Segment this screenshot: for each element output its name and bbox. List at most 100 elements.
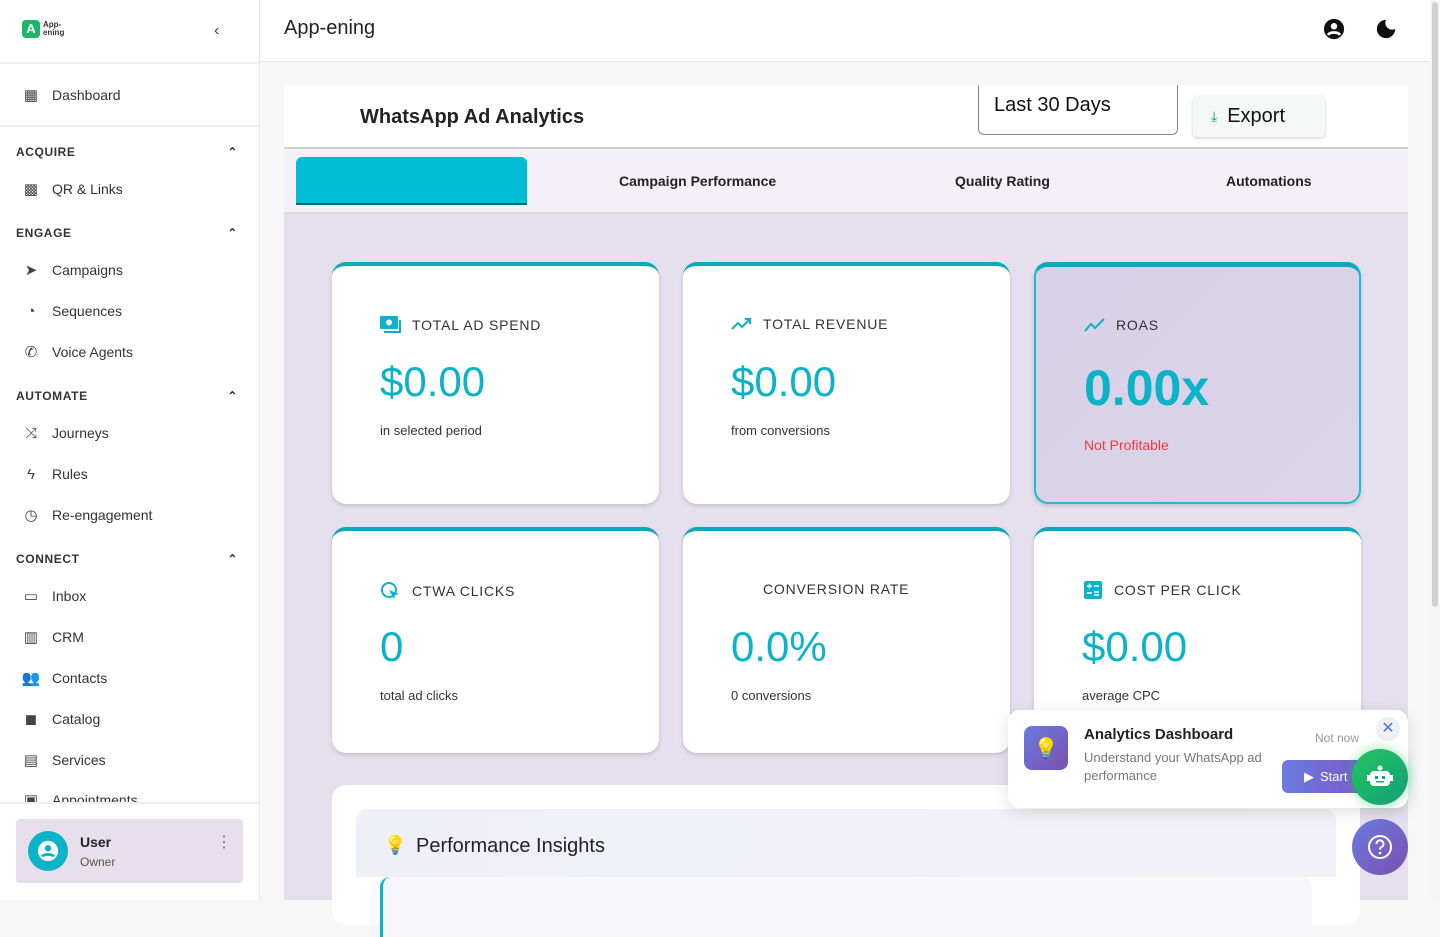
payments-icon xyxy=(380,316,401,333)
shopping-bag-icon: ◼ xyxy=(24,711,38,728)
page-header-card: WhatsApp Ad Analytics Last 30 Days ⤓ Expo… xyxy=(284,85,1408,149)
card-value: 0.0% xyxy=(731,623,827,670)
sidebar-item-qr-links[interactable]: ▩ QR & Links xyxy=(0,171,259,207)
tab-overview[interactable] xyxy=(296,157,527,205)
section-label: ENGAGE xyxy=(16,226,72,240)
divider xyxy=(0,125,259,127)
logo[interactable]: A App-ening xyxy=(22,20,64,38)
user-menu[interactable]: User Owner ⋮ xyxy=(16,819,243,883)
popup-body: Understand your WhatsApp ad performance xyxy=(1084,750,1262,783)
stat-card-conversion-rate: CONVERSION RATE 0.0% 0 conversions xyxy=(683,527,1010,753)
sidebar-item-label: Rules xyxy=(52,466,88,482)
tab-campaign-performance[interactable]: Campaign Performance xyxy=(619,173,777,189)
card-label: TOTAL REVENUE xyxy=(763,316,889,332)
tab-quality-rating[interactable]: Quality Rating xyxy=(955,173,1050,189)
card-subtext: in selected period xyxy=(380,423,482,438)
more-vert-icon[interactable]: ⋮ xyxy=(216,834,232,851)
card-subtext: total ad clicks xyxy=(380,688,459,703)
sidebar-item-label: Campaigns xyxy=(52,262,123,278)
sidebar-item-appointments[interactable]: ▣ Appointments xyxy=(0,782,259,802)
ads-click-icon xyxy=(381,582,399,599)
collapse-sidebar-icon[interactable]: ‹ xyxy=(214,22,220,39)
sidebar-item-crm[interactable]: ▥ CRM xyxy=(0,619,259,655)
kanban-icon: ▥ xyxy=(23,629,39,646)
sidebar-item-contacts[interactable]: 👥 Contacts xyxy=(0,660,259,696)
trending-icon xyxy=(1084,318,1105,332)
sidebar-item-journeys[interactable]: ⤨ Journeys xyxy=(0,415,259,451)
section-automate[interactable]: AUTOMATE ⌃ xyxy=(16,389,238,403)
export-button[interactable]: ⤓ Export xyxy=(1193,96,1325,137)
section-label: CONNECT xyxy=(16,552,80,566)
card-value: $0.00 xyxy=(1082,623,1188,670)
route-icon: ⤨ xyxy=(24,424,37,442)
account-circle-icon[interactable] xyxy=(1323,18,1345,40)
inbox-icon: ▭ xyxy=(23,588,39,605)
sidebar-item-voice-agents[interactable]: ✆ Voice Agents xyxy=(0,334,259,370)
section-label: ACQUIRE xyxy=(16,145,76,159)
stat-card-ctwa-clicks: CTWA CLICKS 0 total ad clicks xyxy=(332,527,659,753)
chatbot-button[interactable] xyxy=(1352,749,1408,805)
send-icon: ➤ xyxy=(24,262,38,279)
phone-icon: ✆ xyxy=(24,344,38,361)
logo-text: App-ening xyxy=(43,20,65,37)
date-range-select[interactable]: Last 30 Days xyxy=(978,85,1178,135)
avatar xyxy=(28,831,68,871)
tour-popup: 💡 Analytics Dashboard Understand your Wh… xyxy=(1008,710,1408,808)
card-subtext: from conversions xyxy=(731,423,830,438)
card-label: ROAS xyxy=(1116,317,1159,333)
card-subtext: average CPC xyxy=(1082,688,1161,703)
dark-mode-icon[interactable] xyxy=(1375,18,1397,40)
section-acquire[interactable]: ACQUIRE ⌃ xyxy=(16,145,238,159)
help-button[interactable] xyxy=(1352,819,1408,875)
sidebar: A App-ening ‹ ▦ Dashboard ACQUIRE ⌃ ▩ QR & L… xyxy=(0,0,260,900)
not-now-button[interactable]: Not now xyxy=(1315,731,1360,745)
stat-card-roas: ROAS 0.00x Not Profitable xyxy=(1034,262,1361,504)
user-name: User xyxy=(80,834,112,850)
sidebar-item-label: Sequences xyxy=(52,303,123,319)
sidebar-item-label: Re-engagement xyxy=(52,507,153,523)
sequence-icon: ◔ xyxy=(26,302,36,320)
sidebar-item-label: Inbox xyxy=(52,588,87,604)
tab-automations[interactable]: Automations xyxy=(1226,173,1312,189)
section-engage[interactable]: ENGAGE ⌃ xyxy=(16,226,238,240)
sidebar-item-services[interactable]: ▤ Services xyxy=(0,742,259,778)
section-connect[interactable]: CONNECT ⌃ xyxy=(16,552,238,566)
divider xyxy=(0,802,259,804)
insight-item xyxy=(380,877,1312,937)
chevron-up-icon: ⌃ xyxy=(227,226,238,240)
download-icon: ⤓ xyxy=(1211,108,1218,124)
card-label: COST PER CLICK xyxy=(1114,582,1242,598)
sidebar-item-rules[interactable]: ϟ Rules xyxy=(0,456,259,492)
sidebar-item-label: Voice Agents xyxy=(52,344,133,360)
play-icon: ▶ xyxy=(1304,768,1314,784)
calculate-icon xyxy=(1084,581,1102,599)
chevron-up-icon: ⌃ xyxy=(227,389,238,403)
section-label: AUTOMATE xyxy=(16,389,88,403)
popup-title: Analytics Dashboard xyxy=(1084,726,1234,743)
start-label: Start xyxy=(1320,769,1348,784)
app-title: App-ening xyxy=(284,17,376,39)
sidebar-item-dashboard[interactable]: ▦ Dashboard xyxy=(0,77,259,113)
account-icon xyxy=(37,840,59,862)
close-icon[interactable]: ✕ xyxy=(1376,717,1400,741)
page-scrollbar[interactable] xyxy=(1430,0,1440,900)
card-value: 0 xyxy=(380,623,404,670)
sidebar-item-label: Contacts xyxy=(52,670,108,686)
user-role: Owner xyxy=(80,855,116,869)
sidebar-item-sequences[interactable]: ◔ Sequences xyxy=(0,293,259,329)
chevron-up-icon: ⌃ xyxy=(227,552,238,566)
help-icon xyxy=(1368,835,1392,859)
clip: ▣ Appointments xyxy=(0,780,259,802)
sidebar-item-re-engagement[interactable]: ◷ Re-engagement xyxy=(0,497,259,533)
people-icon: 👥 xyxy=(21,670,41,687)
bolt-icon: ϟ xyxy=(27,465,35,483)
sidebar-item-label: Catalog xyxy=(52,711,101,727)
card-status: Not Profitable xyxy=(1084,437,1169,453)
robot-icon xyxy=(1367,765,1393,786)
sidebar-item-catalog[interactable]: ◼ Catalog xyxy=(0,701,259,737)
scrollbar-thumb[interactable] xyxy=(1432,2,1438,607)
dashboard-icon: ▦ xyxy=(23,87,39,104)
sidebar-item-campaigns[interactable]: ➤ Campaigns xyxy=(0,252,259,288)
sidebar-item-label: Dashboard xyxy=(52,87,121,103)
sidebar-item-inbox[interactable]: ▭ Inbox xyxy=(0,578,259,614)
